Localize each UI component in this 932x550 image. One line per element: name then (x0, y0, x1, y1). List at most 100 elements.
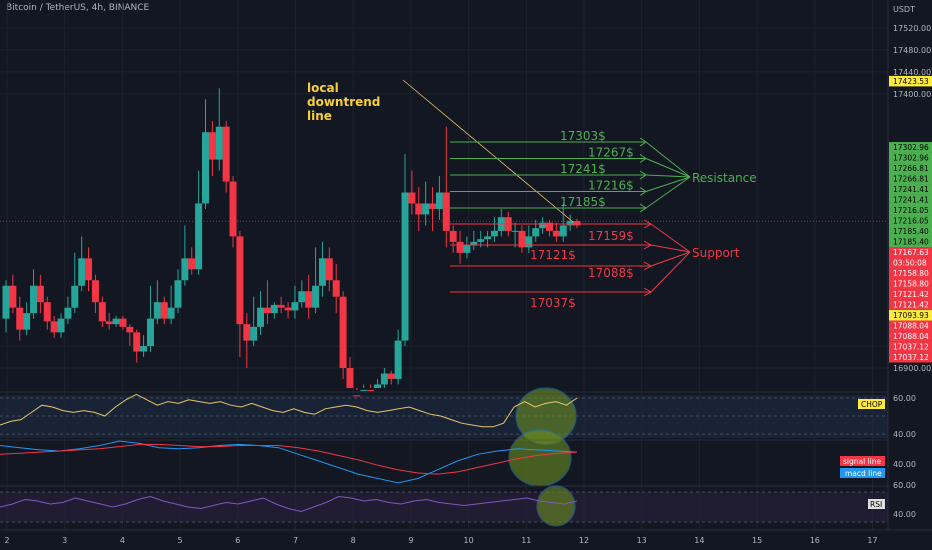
candle-body (545, 222, 553, 231)
time-axis: 2 3 4 5 6 7 8 9 10 11 12 13 14 15 16 17 (0, 529, 932, 545)
price-tag (889, 236, 932, 248)
candle-body (277, 304, 285, 308)
candle-body (394, 340, 402, 379)
x-tick-label: 8 (351, 536, 356, 545)
candle-body (16, 307, 24, 330)
price-tag (889, 257, 932, 269)
price-tag (889, 173, 932, 185)
candle-body (229, 181, 237, 237)
x-tick-label: 16 (810, 536, 820, 545)
candle-body (50, 321, 58, 333)
candle-body (208, 132, 216, 160)
candle-body (98, 302, 106, 322)
price-tag-text: 17423.53 (893, 77, 929, 86)
candle-body (298, 291, 306, 303)
candle-body (146, 318, 154, 347)
candle-body (284, 307, 292, 311)
candle-body (105, 321, 113, 325)
candle-body (380, 373, 388, 385)
y-tick-label: 17480.00 (893, 46, 931, 55)
candle-body (160, 302, 168, 319)
price-tag-text: 17302.96 (893, 143, 929, 152)
candle-body (401, 192, 409, 341)
candle-body (456, 241, 464, 253)
currency-label: USDT (893, 5, 915, 14)
x-tick-label: 4 (120, 536, 125, 545)
candle-body (71, 285, 79, 308)
candle-body (153, 302, 161, 319)
candle-body (257, 307, 265, 327)
resistance-connector (645, 176, 691, 209)
x-tick-label: 6 (235, 536, 240, 545)
resistance-level-label: 17185$ (560, 195, 606, 209)
candle-body (312, 285, 320, 308)
y-tick-label: 17520.00 (893, 24, 931, 33)
x-tick-label: 13 (637, 536, 647, 545)
price-tag (889, 247, 932, 258)
candle-body (573, 221, 581, 226)
candle-body (463, 244, 471, 253)
price-tag (889, 215, 932, 227)
candle-body (126, 326, 134, 333)
candle-body (449, 230, 457, 242)
signal-line (0, 443, 578, 475)
candlestick-series (2, 88, 581, 397)
macd-line (0, 440, 578, 484)
candle-body (332, 280, 340, 297)
chop-label: CHOP (861, 400, 883, 409)
macd-highlight-circle (508, 429, 572, 487)
price-tag-text: 17266.81 (893, 164, 929, 173)
x-tick-label: 15 (752, 536, 762, 545)
downtrend-label: local (307, 81, 339, 95)
price-tag-text: 17037.12 (893, 343, 929, 352)
macd-badge (840, 468, 885, 478)
candle-body (408, 192, 416, 204)
downtrend-label: downtrend (307, 95, 380, 109)
candle-body (552, 230, 560, 237)
grid-lines (0, 0, 888, 530)
candle-body (490, 230, 498, 237)
resistance-connector (645, 141, 691, 178)
price-tag (889, 268, 932, 279)
candle-body (305, 291, 313, 308)
price-tag (889, 331, 932, 342)
candle-body (222, 126, 230, 182)
candle-body (291, 302, 299, 311)
x-tick-label: 5 (178, 536, 183, 545)
price-tag-text: 17185.40 (893, 238, 929, 247)
candle-body (566, 221, 574, 226)
rsi-tick: 40.00 (893, 510, 916, 519)
rsi-band (0, 492, 888, 522)
price-tag-text: 17216.05 (893, 217, 929, 226)
rsi-line (0, 495, 578, 513)
x-tick-label: 3 (62, 536, 67, 545)
candle-body (23, 313, 31, 330)
candle-body (91, 280, 99, 303)
price-tag-text: 17088.04 (893, 332, 929, 341)
x-tick-label: 14 (694, 536, 704, 545)
price-tag-text: 17158.80 (893, 280, 929, 289)
candle-body (202, 132, 210, 204)
price-tag (889, 152, 932, 164)
price-tag-text: 17121.42 (893, 290, 929, 299)
support-connector (650, 223, 691, 253)
rsi-label: RSI (870, 500, 882, 509)
price-tag (889, 184, 932, 195)
price-axis: 17520.0017480.0017440.0017400.0016940.00… (887, 0, 932, 530)
price-tag-text: 17158.80 (893, 269, 929, 278)
candle-body (442, 192, 450, 231)
candle-body (270, 304, 278, 314)
price-tag-text: 17037.12 (893, 353, 929, 362)
support-connector (650, 244, 691, 253)
price-tag (889, 75, 932, 87)
candle-body (78, 258, 86, 286)
price-tag-text: 17093.93 (893, 311, 929, 320)
price-tag-text: 17241.41 (893, 196, 929, 205)
price-tag (889, 194, 932, 206)
price-tag-text: 17241.41 (893, 185, 929, 194)
price-tag-text: 17266.81 (893, 175, 929, 184)
candle-body (387, 373, 395, 379)
resistance-label: Resistance (692, 171, 757, 185)
